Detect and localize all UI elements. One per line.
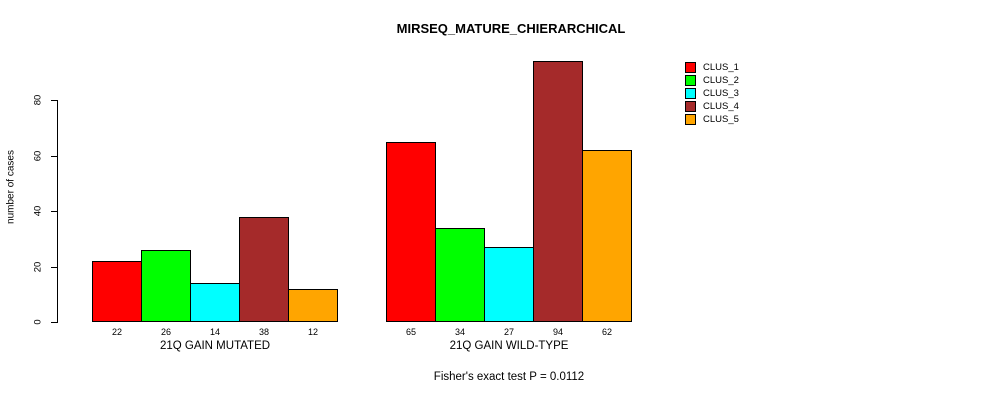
bar-value-label: 26 <box>160 327 171 337</box>
y-axis-tick-label: 0 <box>32 319 44 325</box>
legend-swatch <box>685 88 696 99</box>
bar-value-label: 14 <box>209 327 220 337</box>
legend-item: CLUS_4 <box>685 100 739 113</box>
category-label: 21Q GAIN WILD-TYPE <box>449 340 569 352</box>
bar-value-label: 62 <box>601 327 612 337</box>
legend-label: CLUS_4 <box>703 101 739 112</box>
bar-clus_1-group1 <box>92 260 142 322</box>
y-axis-tick <box>51 211 57 212</box>
y-axis-tick <box>51 100 57 101</box>
bar-clus_2-group1 <box>141 249 191 322</box>
y-axis-tick-label: 80 <box>32 94 44 106</box>
legend-item: CLUS_5 <box>685 113 739 126</box>
bar-clus_5-group2 <box>582 149 632 322</box>
y-axis-label: number of cases <box>5 150 17 224</box>
bar-value-label: 38 <box>258 327 269 337</box>
bar-value-label: 22 <box>111 327 122 337</box>
bar-value-label: 12 <box>307 327 318 337</box>
legend-swatch <box>685 101 696 112</box>
category-label: 21Q GAIN MUTATED <box>159 340 271 352</box>
bar-value-label: 65 <box>405 327 416 337</box>
legend-label: CLUS_2 <box>703 75 739 86</box>
y-axis-tick-label: 40 <box>32 205 44 217</box>
bar-clus_4-group1 <box>239 216 289 322</box>
bar-value-label: 27 <box>503 327 514 337</box>
legend-swatch <box>685 75 696 86</box>
annotation-text: Fisher's exact test P = 0.0112 <box>433 371 585 383</box>
y-axis-tick <box>51 322 57 323</box>
y-axis-tick-label: 20 <box>32 261 44 272</box>
y-axis-line <box>57 100 58 323</box>
bar-clus_4-group2 <box>533 61 583 322</box>
bar-clus_1-group2 <box>386 141 436 322</box>
chart-title: MIRSEQ_MATURE_CHIERARCHICAL <box>396 21 626 36</box>
bar-value-label: 94 <box>552 327 563 337</box>
bar-clus_3-group2 <box>484 247 534 322</box>
legend-label: CLUS_1 <box>703 62 739 73</box>
legend-label: CLUS_5 <box>703 114 739 125</box>
y-axis-tick-label: 60 <box>32 150 44 161</box>
legend-item: CLUS_1 <box>685 61 739 74</box>
legend-item: CLUS_2 <box>685 74 739 87</box>
legend-label: CLUS_3 <box>703 88 739 99</box>
legend-item: CLUS_3 <box>685 87 739 100</box>
legend-swatch <box>685 114 696 125</box>
bar-value-label: 34 <box>454 327 465 337</box>
y-axis-tick <box>51 155 57 157</box>
bar-clus_5-group1 <box>288 288 338 322</box>
bar-clus_2-group2 <box>435 227 485 322</box>
legend: CLUS_1 CLUS_2 CLUS_3 CLUS_4 CLUS_5 <box>685 61 739 126</box>
bar-clus_3-group1 <box>190 283 240 322</box>
legend-swatch <box>685 62 696 73</box>
y-axis-tick <box>51 266 57 268</box>
